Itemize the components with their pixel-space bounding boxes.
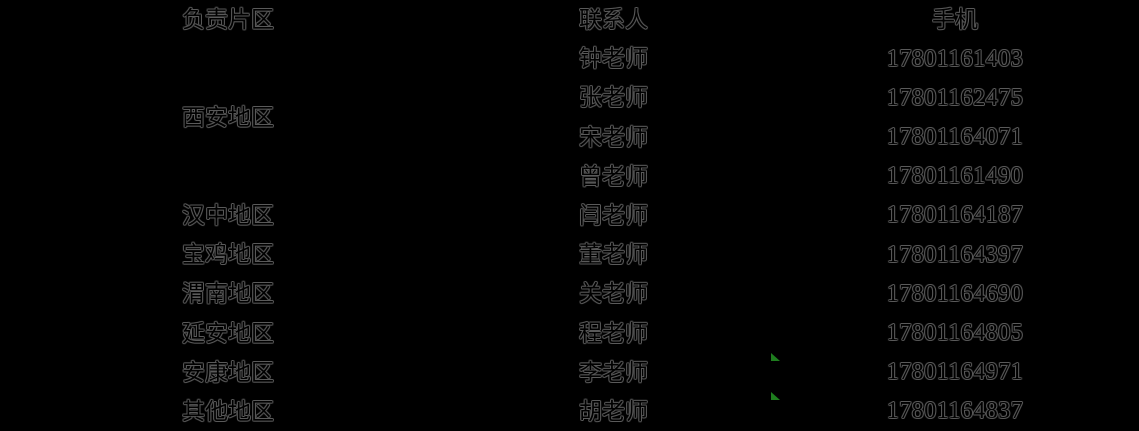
contact-cell[interactable]: 宋老师 — [579, 124, 648, 150]
column-header-contact: 联系人 — [579, 7, 648, 33]
phone-cell[interactable]: 17801164837 — [771, 391, 1139, 431]
region-cell-yanan[interactable]: 延安地区 — [182, 320, 274, 346]
column-header-phone: 手机 — [932, 7, 978, 33]
region-cell-other[interactable]: 其他地区 — [182, 398, 274, 424]
contact-cell[interactable]: 关老师 — [579, 281, 648, 307]
phone-cell[interactable]: 17801161403 — [886, 45, 1024, 72]
contact-cell[interactable]: 钟老师 — [579, 46, 648, 72]
region-cell-hanzhong[interactable]: 汉中地区 — [182, 202, 274, 228]
column-header-region: 负责片区 — [182, 7, 274, 33]
green-error-indicator-icon — [771, 391, 780, 400]
contact-cell[interactable]: 曾老师 — [579, 163, 648, 189]
region-cell-baoji[interactable]: 宝鸡地区 — [182, 242, 274, 268]
contact-cell[interactable]: 董老师 — [579, 242, 648, 268]
phone-cell[interactable]: 17801164397 — [886, 241, 1024, 268]
green-error-indicator-icon — [771, 352, 780, 361]
phone-cell[interactable]: 17801164187 — [886, 202, 1024, 229]
region-cell-weinan[interactable]: 渭南地区 — [182, 281, 274, 307]
phone-cell[interactable]: 17801164805 — [886, 320, 1024, 347]
contact-cell[interactable]: 李老师 — [579, 359, 648, 385]
phone-cell[interactable]: 17801162475 — [886, 84, 1024, 111]
phone-cell[interactable]: 17801164971 — [771, 352, 1139, 392]
phone-value: 17801164837 — [886, 398, 1024, 425]
phone-value: 17801164971 — [886, 359, 1024, 386]
contact-cell[interactable]: 闫老师 — [579, 202, 648, 228]
contact-cell[interactable]: 程老师 — [579, 320, 648, 346]
region-cell-xian[interactable]: 西安地区 — [182, 105, 274, 131]
region-cell-ankang[interactable]: 安康地区 — [182, 359, 274, 385]
phone-cell[interactable]: 17801164071 — [886, 124, 1024, 151]
phone-cell[interactable]: 17801164690 — [886, 280, 1024, 307]
contact-cell[interactable]: 胡老师 — [579, 398, 648, 424]
phone-cell[interactable]: 17801161490 — [886, 163, 1024, 190]
contact-cell[interactable]: 张老师 — [579, 85, 648, 111]
